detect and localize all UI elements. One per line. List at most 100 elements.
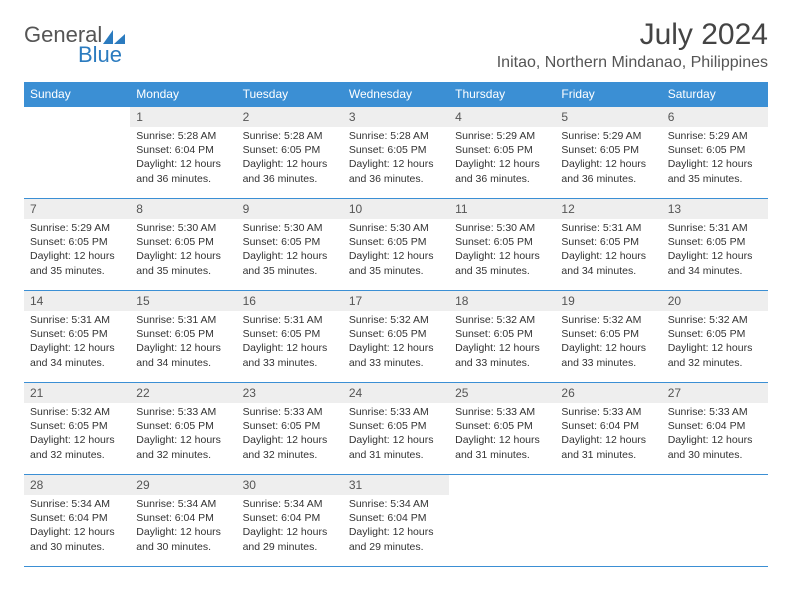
sunrise-text: Sunrise: 5:33 AM xyxy=(561,405,655,419)
sunrise-text: Sunrise: 5:29 AM xyxy=(668,129,762,143)
day-info: Sunrise: 5:31 AMSunset: 6:05 PMDaylight:… xyxy=(555,219,661,284)
daylight-text: Daylight: 12 hours and 36 minutes. xyxy=(349,157,443,185)
sunset-text: Sunset: 6:05 PM xyxy=(561,143,655,157)
daylight-text: Daylight: 12 hours and 33 minutes. xyxy=(243,341,337,369)
sunrise-text: Sunrise: 5:28 AM xyxy=(136,129,230,143)
sunset-text: Sunset: 6:04 PM xyxy=(561,419,655,433)
daylight-text: Daylight: 12 hours and 35 minutes. xyxy=(455,249,549,277)
sunrise-text: Sunrise: 5:30 AM xyxy=(243,221,337,235)
calendar-head: Sunday Monday Tuesday Wednesday Thursday… xyxy=(24,82,768,107)
month-title: July 2024 xyxy=(497,18,768,52)
calendar-cell: 18Sunrise: 5:32 AMSunset: 6:05 PMDayligh… xyxy=(449,291,555,383)
day-info: Sunrise: 5:30 AMSunset: 6:05 PMDaylight:… xyxy=(237,219,343,284)
daylight-text: Daylight: 12 hours and 33 minutes. xyxy=(455,341,549,369)
day-info: Sunrise: 5:29 AMSunset: 6:05 PMDaylight:… xyxy=(662,127,768,192)
calendar-row: 28Sunrise: 5:34 AMSunset: 6:04 PMDayligh… xyxy=(24,475,768,567)
day-info: Sunrise: 5:30 AMSunset: 6:05 PMDaylight:… xyxy=(130,219,236,284)
day-info: Sunrise: 5:31 AMSunset: 6:05 PMDaylight:… xyxy=(24,311,130,376)
daylight-text: Daylight: 12 hours and 30 minutes. xyxy=(30,525,124,553)
daylight-text: Daylight: 12 hours and 32 minutes. xyxy=(668,341,762,369)
day-info: Sunrise: 5:33 AMSunset: 6:05 PMDaylight:… xyxy=(449,403,555,468)
daylight-text: Daylight: 12 hours and 35 minutes. xyxy=(136,249,230,277)
calendar-row: 1Sunrise: 5:28 AMSunset: 6:04 PMDaylight… xyxy=(24,107,768,199)
daylight-text: Daylight: 12 hours and 29 minutes. xyxy=(243,525,337,553)
calendar-body: 1Sunrise: 5:28 AMSunset: 6:04 PMDaylight… xyxy=(24,107,768,567)
daylight-text: Daylight: 12 hours and 36 minutes. xyxy=(136,157,230,185)
sunrise-text: Sunrise: 5:31 AM xyxy=(136,313,230,327)
sunrise-text: Sunrise: 5:34 AM xyxy=(136,497,230,511)
sunset-text: Sunset: 6:04 PM xyxy=(349,511,443,525)
sunrise-text: Sunrise: 5:33 AM xyxy=(243,405,337,419)
sunset-text: Sunset: 6:05 PM xyxy=(455,143,549,157)
sunrise-text: Sunrise: 5:30 AM xyxy=(136,221,230,235)
day-info: Sunrise: 5:31 AMSunset: 6:05 PMDaylight:… xyxy=(662,219,768,284)
weekday-header: Sunday xyxy=(24,82,130,107)
calendar-cell xyxy=(24,107,130,199)
day-info: Sunrise: 5:33 AMSunset: 6:05 PMDaylight:… xyxy=(130,403,236,468)
day-info: Sunrise: 5:32 AMSunset: 6:05 PMDaylight:… xyxy=(343,311,449,376)
calendar-cell: 17Sunrise: 5:32 AMSunset: 6:05 PMDayligh… xyxy=(343,291,449,383)
day-number: 7 xyxy=(24,199,130,219)
daylight-text: Daylight: 12 hours and 34 minutes. xyxy=(561,249,655,277)
daylight-text: Daylight: 12 hours and 31 minutes. xyxy=(561,433,655,461)
sunset-text: Sunset: 6:04 PM xyxy=(136,511,230,525)
calendar-cell: 11Sunrise: 5:30 AMSunset: 6:05 PMDayligh… xyxy=(449,199,555,291)
sunset-text: Sunset: 6:05 PM xyxy=(349,419,443,433)
day-number: 17 xyxy=(343,291,449,311)
day-number: 31 xyxy=(343,475,449,495)
daylight-text: Daylight: 12 hours and 36 minutes. xyxy=(243,157,337,185)
day-info: Sunrise: 5:30 AMSunset: 6:05 PMDaylight:… xyxy=(343,219,449,284)
sunset-text: Sunset: 6:05 PM xyxy=(349,143,443,157)
sunset-text: Sunset: 6:05 PM xyxy=(668,143,762,157)
day-info: Sunrise: 5:31 AMSunset: 6:05 PMDaylight:… xyxy=(237,311,343,376)
sunset-text: Sunset: 6:04 PM xyxy=(243,511,337,525)
sunset-text: Sunset: 6:05 PM xyxy=(455,327,549,341)
day-number: 30 xyxy=(237,475,343,495)
day-number: 5 xyxy=(555,107,661,127)
day-number: 8 xyxy=(130,199,236,219)
sunrise-text: Sunrise: 5:28 AM xyxy=(349,129,443,143)
sunrise-text: Sunrise: 5:29 AM xyxy=(455,129,549,143)
daylight-text: Daylight: 12 hours and 35 minutes. xyxy=(668,157,762,185)
sunset-text: Sunset: 6:05 PM xyxy=(30,327,124,341)
sunrise-text: Sunrise: 5:31 AM xyxy=(668,221,762,235)
day-number: 29 xyxy=(130,475,236,495)
day-info: Sunrise: 5:32 AMSunset: 6:05 PMDaylight:… xyxy=(662,311,768,376)
brand-logo: GeneralBlue xyxy=(24,22,127,68)
sunrise-text: Sunrise: 5:32 AM xyxy=(30,405,124,419)
sunrise-text: Sunrise: 5:30 AM xyxy=(349,221,443,235)
calendar-cell: 20Sunrise: 5:32 AMSunset: 6:05 PMDayligh… xyxy=(662,291,768,383)
sunrise-text: Sunrise: 5:33 AM xyxy=(668,405,762,419)
daylight-text: Daylight: 12 hours and 36 minutes. xyxy=(561,157,655,185)
brand-part2: Blue xyxy=(78,42,127,68)
calendar-cell: 13Sunrise: 5:31 AMSunset: 6:05 PMDayligh… xyxy=(662,199,768,291)
calendar-cell: 8Sunrise: 5:30 AMSunset: 6:05 PMDaylight… xyxy=(130,199,236,291)
daylight-text: Daylight: 12 hours and 36 minutes. xyxy=(455,157,549,185)
calendar-cell: 9Sunrise: 5:30 AMSunset: 6:05 PMDaylight… xyxy=(237,199,343,291)
daylight-text: Daylight: 12 hours and 32 minutes. xyxy=(30,433,124,461)
day-info: Sunrise: 5:33 AMSunset: 6:04 PMDaylight:… xyxy=(555,403,661,468)
calendar-cell: 15Sunrise: 5:31 AMSunset: 6:05 PMDayligh… xyxy=(130,291,236,383)
daylight-text: Daylight: 12 hours and 31 minutes. xyxy=(455,433,549,461)
day-number: 6 xyxy=(662,107,768,127)
calendar-cell: 16Sunrise: 5:31 AMSunset: 6:05 PMDayligh… xyxy=(237,291,343,383)
daylight-text: Daylight: 12 hours and 30 minutes. xyxy=(136,525,230,553)
day-info: Sunrise: 5:28 AMSunset: 6:05 PMDaylight:… xyxy=(343,127,449,192)
day-info: Sunrise: 5:33 AMSunset: 6:05 PMDaylight:… xyxy=(237,403,343,468)
sunrise-text: Sunrise: 5:32 AM xyxy=(349,313,443,327)
daylight-text: Daylight: 12 hours and 35 minutes. xyxy=(243,249,337,277)
day-info: Sunrise: 5:29 AMSunset: 6:05 PMDaylight:… xyxy=(24,219,130,284)
sunrise-text: Sunrise: 5:32 AM xyxy=(668,313,762,327)
sunset-text: Sunset: 6:05 PM xyxy=(561,235,655,249)
day-number: 24 xyxy=(343,383,449,403)
day-info: Sunrise: 5:34 AMSunset: 6:04 PMDaylight:… xyxy=(130,495,236,560)
calendar-cell xyxy=(662,475,768,567)
day-number: 22 xyxy=(130,383,236,403)
sunrise-text: Sunrise: 5:28 AM xyxy=(243,129,337,143)
daylight-text: Daylight: 12 hours and 32 minutes. xyxy=(243,433,337,461)
day-info: Sunrise: 5:33 AMSunset: 6:04 PMDaylight:… xyxy=(662,403,768,468)
weekday-header: Saturday xyxy=(662,82,768,107)
header: GeneralBlue July 2024 Initao, Northern M… xyxy=(24,18,768,72)
sunset-text: Sunset: 6:04 PM xyxy=(30,511,124,525)
day-info: Sunrise: 5:33 AMSunset: 6:05 PMDaylight:… xyxy=(343,403,449,468)
